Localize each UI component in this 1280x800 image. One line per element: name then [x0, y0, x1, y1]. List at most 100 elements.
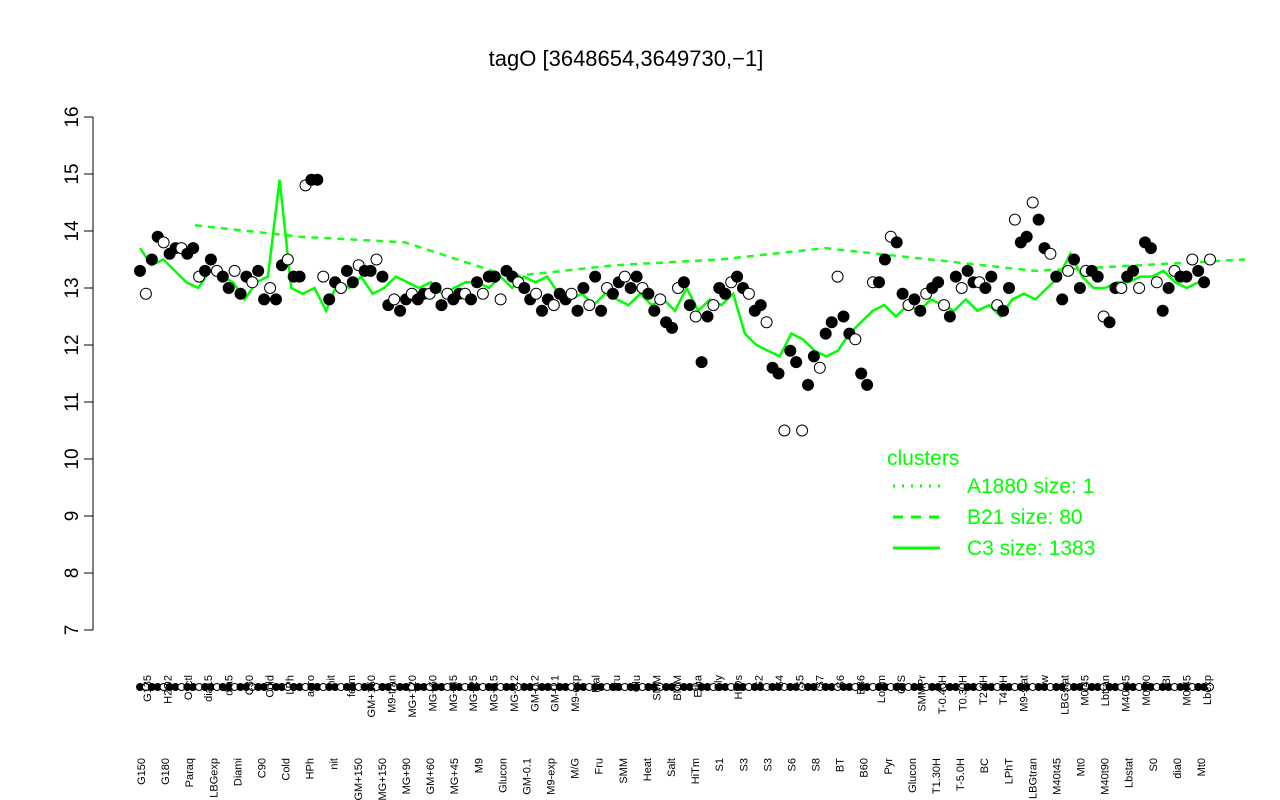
data-point-96 [701, 310, 714, 323]
data-point-12 [204, 253, 217, 266]
data-point-77 [589, 270, 602, 283]
data-point-74 [571, 304, 584, 317]
data-point-179 [1192, 264, 1205, 277]
x-label-top-31: S4 [774, 675, 786, 688]
x-label-bottom-41: Lbstat [1124, 758, 1136, 788]
data-point-164 [1103, 316, 1116, 329]
data-point-118 [831, 270, 844, 283]
x-label-bottom-40: M40t90 [1100, 758, 1112, 795]
y-tick-label-4: 11 [62, 392, 83, 412]
y-tick-label-9: 16 [62, 106, 83, 127]
data-point-181 [1204, 253, 1216, 266]
x-label-top-37: G/S [896, 675, 908, 694]
x-label-bottom-39: Mt0 [1076, 758, 1088, 776]
data-point-75 [577, 282, 590, 294]
y-axis: 7 8 9 10 11 12 13 14 15 16 [62, 106, 94, 635]
cluster-line-b21 [194, 224, 1246, 278]
legend-title: clusters [887, 447, 959, 470]
legend-label-1: B21 size: 80 [967, 506, 1083, 529]
data-point-44 [394, 304, 407, 317]
x-label-top-47: Lbtran [1100, 675, 1112, 706]
x-label-bottom-0: G150 [136, 758, 148, 785]
x-label-top-11: GM+150 [366, 675, 378, 718]
x-label-bottom-13: MG+45 [449, 758, 461, 794]
x-label-top-50: BI [1161, 675, 1173, 685]
x-label-top-27: Etha [692, 674, 704, 698]
data-point-162 [1091, 270, 1104, 283]
x-label-top-51: M0t45 [1182, 675, 1194, 706]
x-label-bottom-3: LBGexp [208, 758, 220, 798]
data-point-136 [938, 299, 950, 312]
data-points [134, 173, 1216, 437]
data-point-32 [323, 293, 336, 306]
x-label-bottom-28: S8 [811, 758, 823, 771]
x-label-top-29: HiOs [733, 675, 745, 700]
data-point-15 [222, 282, 235, 294]
x-label-bottom-33: T1.30H [931, 758, 943, 794]
x-label-top-12: M9-tran [387, 675, 399, 713]
data-point-83 [624, 282, 637, 294]
x-label-top-6: Cold [264, 675, 276, 698]
data-point-144 [985, 270, 998, 283]
data-point-110 [784, 344, 797, 357]
data-point-57 [471, 276, 483, 289]
x-label-bottom-1: G180 [160, 758, 172, 785]
data-point-169 [1133, 282, 1146, 294]
data-point-61 [494, 293, 507, 306]
data-point-131 [908, 293, 921, 306]
data-point-119 [837, 310, 850, 323]
data-point-156 [1056, 293, 1069, 306]
x-label-bottom-16: GM-0.1 [522, 758, 534, 795]
data-point-19 [246, 276, 259, 289]
x-label-top-42: T4.0H [998, 675, 1010, 705]
data-point-177 [1180, 270, 1193, 283]
x-label-bottom-10: MG+150 [377, 758, 389, 800]
data-point-35 [340, 264, 353, 277]
y-tick-label-1: 8 [62, 568, 83, 579]
data-point-78 [595, 304, 608, 317]
chart-title: tagO [3648654,3649730,−1] [489, 46, 764, 71]
x-label-bottom-34: T-5.0H [955, 758, 967, 791]
data-point-31 [317, 270, 330, 283]
data-point-103 [742, 287, 755, 300]
data-point-137 [943, 310, 956, 323]
data-point-115 [813, 361, 826, 374]
data-point-105 [754, 299, 767, 312]
data-point-151 [1026, 196, 1039, 209]
data-point-172 [1150, 276, 1163, 289]
x-axis-labels: G135 H2O2 Oxctl dia15 dia5 C30 Cold LPh aero nit f… [136, 674, 1214, 800]
data-point-4 [157, 236, 170, 249]
x-label-top-8: aero [305, 675, 317, 697]
y-tick-label-7: 14 [62, 220, 83, 242]
x-label-top-25: SMM [652, 675, 664, 701]
data-point-1 [139, 287, 152, 300]
data-point-16 [228, 264, 241, 277]
x-label-top-5: C30 [244, 675, 256, 695]
data-point-94 [689, 310, 702, 323]
data-point-106 [760, 316, 773, 329]
cluster-lines [138, 179, 1246, 359]
x-label-top-45: LBGstat [1059, 675, 1071, 715]
x-label-bottom-7: HPh [305, 758, 317, 779]
data-point-86 [642, 287, 655, 300]
x-label-bottom-43: dia0 [1172, 758, 1184, 779]
x-label-bottom-20: SMM [618, 758, 630, 784]
x-label-top-36: LoTm [876, 675, 888, 703]
data-point-147 [1003, 282, 1015, 294]
data-point-157 [1062, 264, 1075, 277]
x-label-top-39: T-0.40H [937, 675, 949, 714]
data-point-25 [281, 253, 294, 266]
x-label-bottom-35: BC [979, 758, 991, 773]
data-point-159 [1073, 282, 1086, 294]
x-label-bottom-38: M40t45 [1052, 758, 1064, 795]
x-label-top-52: Lbexp [1202, 675, 1214, 705]
x-label-top-14: MG+60 [427, 675, 439, 711]
data-point-126 [878, 253, 891, 266]
data-point-178 [1186, 253, 1199, 266]
x-label-top-41: T2.0H [978, 675, 990, 705]
x-label-bottom-5: C90 [257, 758, 269, 778]
x-label-bottom-2: Paraq [184, 758, 196, 787]
data-point-150 [1020, 230, 1033, 243]
data-point-82 [618, 270, 631, 283]
x-label-top-33: S7 [815, 675, 827, 688]
